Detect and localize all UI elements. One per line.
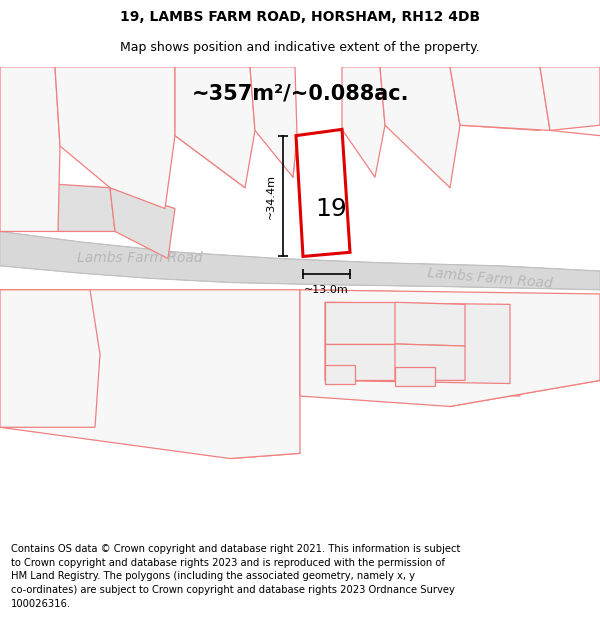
- Polygon shape: [540, 67, 600, 131]
- Polygon shape: [310, 290, 520, 396]
- Polygon shape: [450, 67, 550, 131]
- Text: Contains OS data © Crown copyright and database right 2021. This information is : Contains OS data © Crown copyright and d…: [11, 544, 460, 609]
- Polygon shape: [0, 231, 600, 290]
- Polygon shape: [395, 344, 465, 381]
- Polygon shape: [110, 188, 175, 259]
- Text: 19, LAMBS FARM ROAD, HORSHAM, RH12 4DB: 19, LAMBS FARM ROAD, HORSHAM, RH12 4DB: [120, 10, 480, 24]
- Polygon shape: [250, 67, 297, 178]
- Text: ~13.0m: ~13.0m: [304, 284, 349, 294]
- Polygon shape: [325, 302, 395, 344]
- Polygon shape: [175, 67, 255, 188]
- Text: 19: 19: [315, 197, 347, 221]
- Polygon shape: [342, 67, 385, 178]
- Text: Map shows position and indicative extent of the property.: Map shows position and indicative extent…: [120, 41, 480, 54]
- Text: Lambs Farm Road: Lambs Farm Road: [427, 266, 553, 291]
- Polygon shape: [325, 344, 395, 381]
- Polygon shape: [30, 182, 115, 231]
- Text: Lambs Farm Road: Lambs Farm Road: [77, 251, 203, 264]
- Polygon shape: [0, 290, 100, 428]
- Polygon shape: [296, 129, 350, 256]
- Polygon shape: [395, 367, 435, 386]
- Polygon shape: [380, 67, 460, 188]
- Text: ~34.4m: ~34.4m: [266, 174, 276, 219]
- Polygon shape: [325, 365, 355, 384]
- Polygon shape: [55, 67, 175, 209]
- Polygon shape: [395, 302, 465, 346]
- Polygon shape: [0, 290, 300, 459]
- Polygon shape: [0, 67, 60, 231]
- Polygon shape: [325, 302, 510, 384]
- Text: ~357m²/~0.088ac.: ~357m²/~0.088ac.: [191, 84, 409, 104]
- Polygon shape: [300, 290, 600, 406]
